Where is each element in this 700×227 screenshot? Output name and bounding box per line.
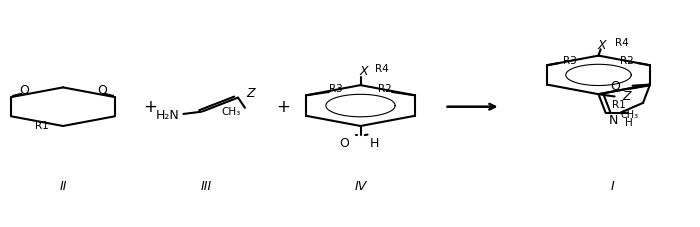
Text: CH₃: CH₃ <box>621 110 639 120</box>
Text: R2: R2 <box>378 84 392 94</box>
Text: X: X <box>598 39 606 52</box>
Text: R3: R3 <box>564 56 577 66</box>
Text: I: I <box>610 180 615 193</box>
Text: +: + <box>276 98 290 116</box>
Text: O: O <box>610 80 620 93</box>
Text: Z: Z <box>622 90 631 103</box>
Text: O: O <box>19 84 29 97</box>
Text: IV: IV <box>354 180 367 193</box>
Text: H: H <box>370 136 379 150</box>
Text: R1: R1 <box>612 100 625 110</box>
Text: R4: R4 <box>374 64 388 74</box>
Text: II: II <box>60 180 66 193</box>
Text: R1: R1 <box>35 121 49 131</box>
Text: H: H <box>625 118 633 128</box>
Text: R4: R4 <box>615 38 629 48</box>
Text: R2: R2 <box>620 56 634 66</box>
Text: X: X <box>360 65 368 78</box>
Text: III: III <box>201 180 212 193</box>
Text: O: O <box>97 84 107 97</box>
Text: H₂N: H₂N <box>156 109 180 122</box>
Text: R3: R3 <box>329 84 343 94</box>
Text: CH₃: CH₃ <box>221 107 241 117</box>
Text: O: O <box>340 136 349 150</box>
Text: Z: Z <box>246 86 255 100</box>
Text: N: N <box>609 114 619 127</box>
Text: +: + <box>144 98 158 116</box>
